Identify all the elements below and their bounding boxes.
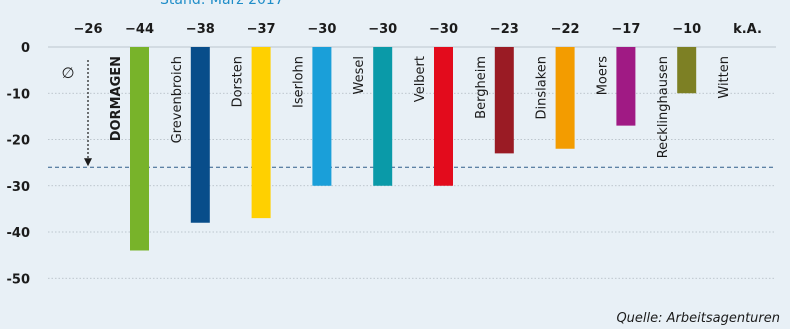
bars [130, 47, 697, 251]
y-tick-label: -40 [7, 226, 31, 241]
category-label: Dorsten [231, 56, 246, 107]
bar-moers [616, 47, 636, 126]
category-label: Dinslaken [535, 56, 550, 120]
y-tick-label: -20 [7, 134, 31, 149]
y-tick-label: 0 [21, 41, 30, 56]
chart-subtitle: Stand: März 2017 [160, 0, 284, 8]
y-tick-label: -30 [7, 180, 31, 195]
top-value-label: −44 [125, 22, 154, 37]
top-value-label: −22 [551, 22, 580, 37]
top-value-label: −17 [611, 22, 640, 37]
bar-wesel [373, 47, 393, 186]
top-value-label: −37 [247, 22, 276, 37]
average-marker: −26 ∅ [61, 22, 103, 167]
source-note: Quelle: Arbeitsagenturen [616, 311, 780, 326]
category-label: Bergheim [474, 56, 489, 119]
bar-recklinghausen [677, 47, 697, 94]
top-value-label: −23 [490, 22, 519, 37]
bar-dormagen [130, 47, 149, 251]
top-value-label: −30 [307, 22, 336, 37]
bar-velbert [434, 47, 453, 186]
average-value-label: −26 [74, 22, 103, 37]
average-arrow-head [84, 158, 92, 167]
bar-dinslaken [555, 47, 575, 149]
bar-bergheim [494, 47, 514, 154]
bar-grevenbroich [190, 47, 210, 223]
category-label: Recklinghausen [656, 56, 671, 158]
gridlines [48, 46, 776, 279]
category-labels: DORMAGEN Grevenbroich Dorsten Iserlohn Wesel… [109, 56, 732, 159]
top-value-label: −10 [672, 22, 701, 37]
top-value-label: −30 [429, 22, 458, 37]
top-value-label: −38 [186, 22, 215, 37]
top-value-label: −30 [368, 22, 397, 37]
category-label: Wesel [352, 56, 367, 94]
category-label: Velbert [413, 56, 428, 102]
category-label: Iserlohn [291, 56, 306, 108]
bar-iserlohn [312, 47, 332, 186]
category-label: Witten [717, 56, 732, 99]
y-axis-ticks: 0 -10 -20 -30 -40 -50 [7, 41, 31, 287]
category-label: DORMAGEN [109, 56, 124, 141]
top-value-label: k.A. [733, 22, 762, 37]
y-tick-label: -50 [7, 272, 31, 287]
y-tick-label: -10 [7, 87, 31, 102]
bar-dorsten [251, 47, 271, 219]
category-label: Grevenbroich [170, 56, 185, 143]
top-value-labels: −44 −38 −37 −30 −30 −30 −23 −22 −17 −10 k.A. [125, 22, 762, 37]
category-label: Moers [595, 56, 610, 96]
average-symbol: ∅ [61, 64, 74, 82]
